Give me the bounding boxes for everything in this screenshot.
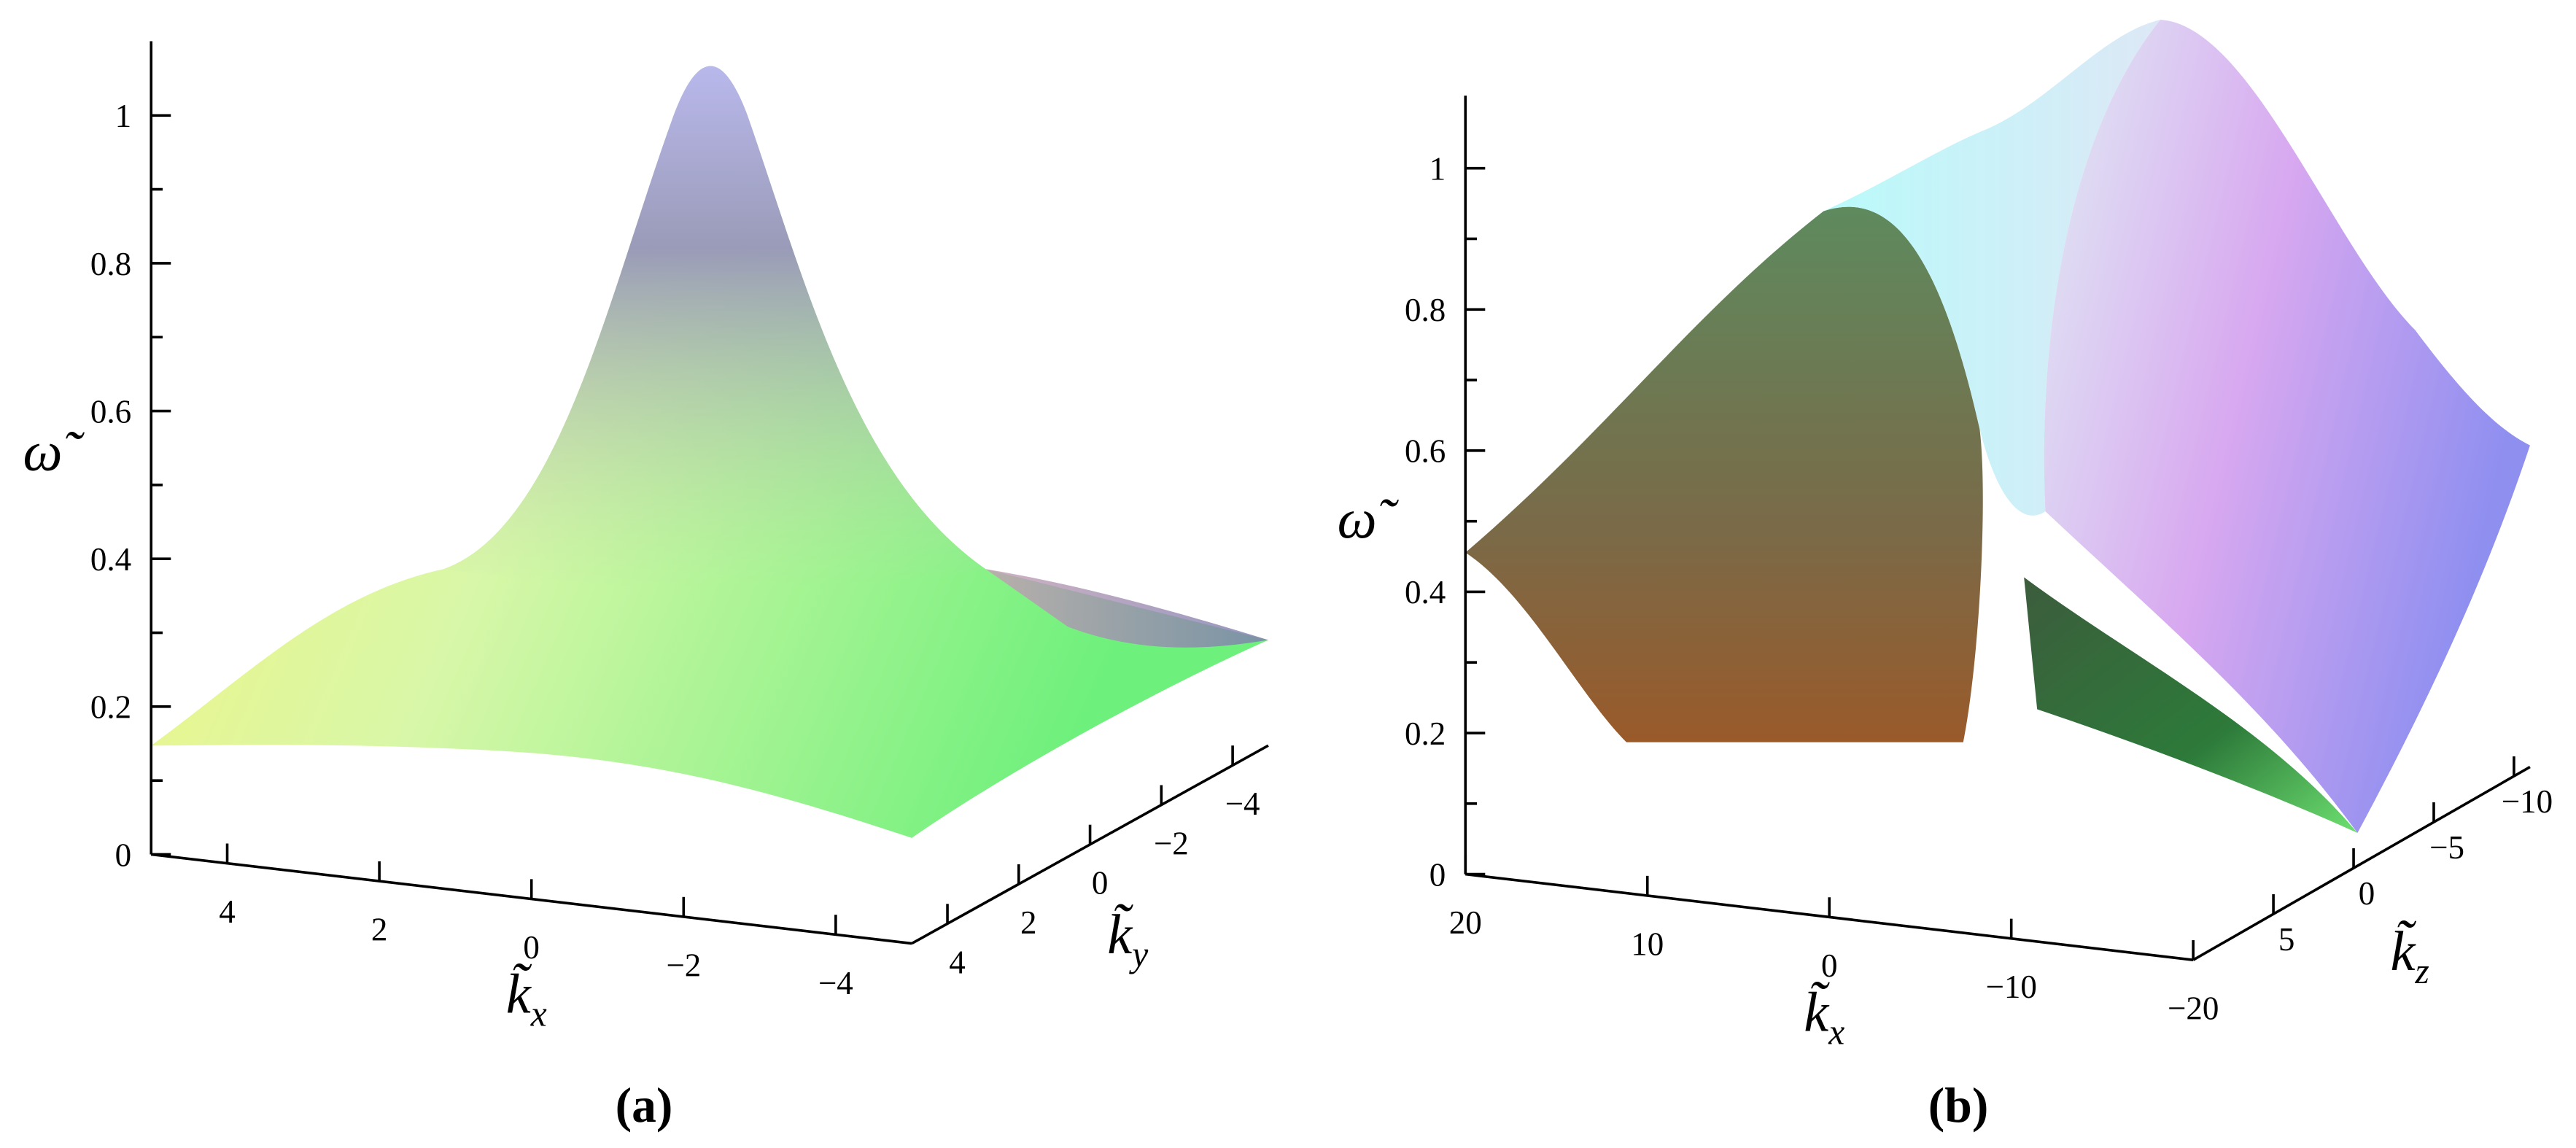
z-tick-label: 1 [115, 98, 132, 134]
z-tick-label: 0.2 [90, 689, 131, 726]
x-axis-label-sub: x [530, 994, 547, 1034]
y-tick-label: 0 [2359, 875, 2375, 912]
y-tick-label: 4 [949, 944, 966, 980]
z-tick-label: 0.4 [1405, 574, 1446, 610]
z-axis-label: ω̃ [1338, 488, 1400, 550]
y-tick-label: 5 [2278, 921, 2295, 958]
z-tick-label: 0.2 [1405, 715, 1446, 752]
y-axis-label-base: k̃ [1107, 904, 1133, 966]
z-tick-label: 0 [1429, 856, 1446, 893]
x-axis-label-base: k̃ [1804, 981, 1830, 1043]
z-tick-label: 0.8 [1405, 292, 1446, 328]
y-axis-label-sub: z [2414, 951, 2429, 991]
y-axis [2192, 766, 2531, 961]
y-axis-label-base: k̃ [2390, 920, 2416, 982]
z-tick-label: 0.8 [90, 246, 131, 282]
y-tick-label: −4 [1225, 786, 1260, 822]
y-tick-label: −5 [2429, 829, 2464, 866]
z-tick-label: 0.6 [1405, 433, 1446, 470]
panel-label: (a) [616, 1078, 673, 1133]
z-tick-label: 0.4 [90, 541, 131, 578]
x-tick-label: 0 [523, 929, 540, 966]
z-tick-label: 0.6 [90, 393, 131, 430]
y-tick-label: −2 [1154, 825, 1189, 861]
y-axis-label: k̃y [1107, 904, 1149, 974]
y-tick-label: −10 [2502, 783, 2553, 820]
z-axis-label-base: ω̃ [23, 420, 85, 482]
panel-label: (b) [1928, 1078, 1989, 1133]
z-axis-label: ω̃ [23, 420, 85, 482]
x-tick-label: −2 [666, 947, 701, 983]
x-tick-label: 20 [1449, 904, 1482, 941]
x-axis-label: k̃x [506, 963, 547, 1033]
y-axis-label: k̃z [2390, 920, 2429, 991]
x-tick-label: −10 [1985, 969, 2036, 1005]
x-axis-label-base: k̃ [506, 963, 532, 1025]
x-tick-label: −20 [2168, 990, 2219, 1027]
surface-b [1465, 20, 2530, 834]
y-axis-label-sub: y [1128, 934, 1149, 974]
z-axis-label-base: ω̃ [1338, 488, 1400, 550]
x-tick-label: 2 [371, 911, 388, 947]
x-tick-label: 0 [1821, 947, 1838, 984]
x-tick-label: 10 [1631, 926, 1664, 962]
y-tick-label: 2 [1020, 904, 1037, 941]
z-tick-label: 1 [1429, 150, 1446, 187]
x-tick-label: −4 [818, 965, 853, 1001]
x-tick-label: 4 [219, 893, 236, 930]
x-axis-label-sub: x [1828, 1012, 1844, 1052]
surface-a [151, 66, 1268, 838]
z-tick-label: 0 [115, 837, 132, 873]
x-axis-label: k̃x [1804, 981, 1844, 1052]
y-tick-label: 0 [1092, 865, 1109, 901]
